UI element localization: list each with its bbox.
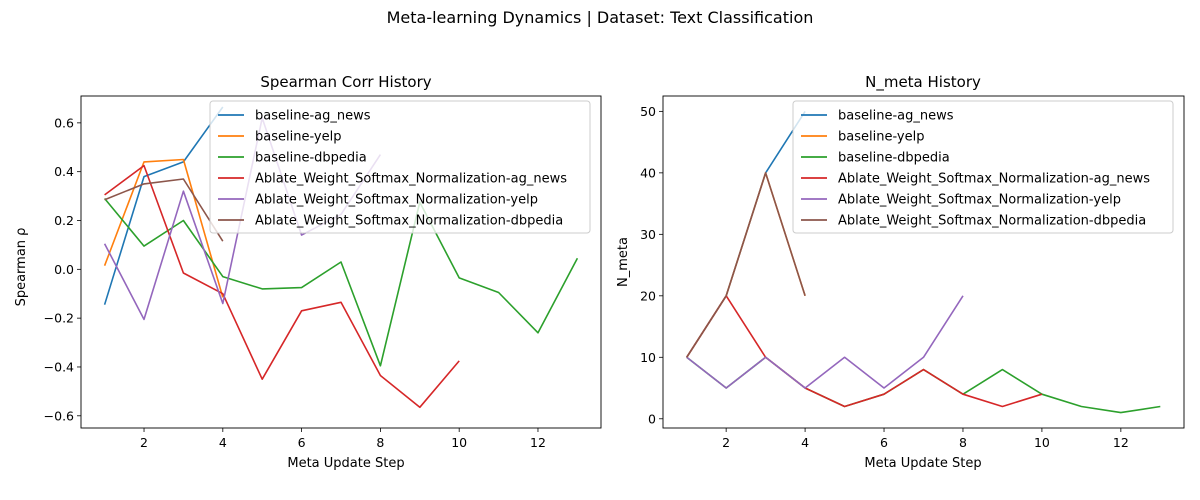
spearman-ylabel: Spearman ρ: [14, 228, 29, 307]
n-meta-series-line-5: [686, 172, 806, 358]
spearman-series-line-2: [103, 197, 579, 367]
n-meta-ytick-label: 10: [640, 350, 656, 365]
n-meta-xtick-label: 12: [1113, 435, 1129, 450]
spearman-panel: Spearman Corr History Meta Update Step S…: [14, 73, 602, 471]
n-meta-ytick-label: 30: [640, 227, 656, 242]
n-meta-ylabel: N_meta: [616, 237, 631, 287]
spearman-xtick-label: 8: [376, 435, 384, 450]
n-meta-legend: baseline-ag_news baseline-yelp baseline-db…: [792, 100, 1174, 234]
spearman-legend-label: baseline-yelp: [255, 130, 341, 145]
n-meta-legend-label: Ablate_Weight_Softmax_Normalization-ag_n…: [838, 172, 1150, 187]
n-meta-series-line-4: [686, 295, 964, 389]
spearman-series-line-1: [103, 158, 224, 298]
n-meta-xtick-label: 2: [722, 435, 730, 450]
n-meta-legend-label: baseline-ag_news: [838, 109, 954, 124]
n-meta-panel: N_meta History Meta Update Step N_meta 2…: [616, 73, 1185, 471]
spearman-legend-label: Ablate_Weight_Softmax_Normalization-yelp: [255, 193, 538, 208]
n-meta-legend-label: baseline-dbpedia: [838, 151, 950, 166]
n-meta-xlabel: Meta Update Step: [864, 456, 981, 471]
figure-suptitle: Meta-learning Dynamics | Dataset: Text C…: [387, 8, 814, 27]
spearman-xtick-label: 10: [451, 435, 467, 450]
spearman-xlabel: Meta Update Step: [287, 456, 404, 471]
n-meta-legend-label: baseline-yelp: [838, 130, 924, 145]
n-meta-xtick-label: 8: [959, 435, 967, 450]
spearman-series-line-3: [104, 164, 460, 409]
spearman-ytick-label: −0.6: [44, 408, 74, 423]
spearman-ytick-label: 0.0: [54, 262, 74, 277]
n-meta-xtick-label: 4: [801, 435, 809, 450]
spearman-ytick-label: 0.2: [54, 213, 74, 228]
spearman-xtick-label: 12: [530, 435, 546, 450]
spearman-series-line-0: [103, 106, 224, 305]
spearman-xtick-label: 4: [219, 435, 227, 450]
n-meta-xtick-label: 10: [1034, 435, 1050, 450]
n-meta-legend-label: Ablate_Weight_Softmax_Normalization-yelp: [838, 193, 1121, 208]
spearman-axes-frame: [80, 95, 602, 429]
spearman-series-line-5: [104, 178, 224, 242]
n-meta-title: N_meta History: [865, 73, 981, 92]
n-meta-ytick-label: 20: [640, 288, 656, 303]
n-meta-ytick-label: 40: [640, 165, 656, 180]
spearman-xtick-label: 6: [298, 435, 306, 450]
spearman-title: Spearman Corr History: [260, 73, 431, 91]
spearman-legend-label: baseline-ag_news: [255, 109, 371, 124]
n-meta-ytick-label: 0: [648, 411, 656, 426]
spearman-legend-label: baseline-dbpedia: [255, 151, 367, 166]
n-meta-series-line-3: [686, 294, 1043, 408]
spearman-legend: baseline-ag_news baseline-yelp baseline-db…: [209, 100, 591, 234]
spearman-ytick-label: −0.4: [44, 359, 74, 374]
n-meta-xtick-label: 6: [880, 435, 888, 450]
spearman-legend-label: Ablate_Weight_Softmax_Normalization-dbpe…: [255, 214, 563, 229]
spearman-ytick-label: 0.6: [54, 115, 74, 130]
spearman-xtick-label: 2: [140, 435, 148, 450]
n-meta-legend-frame: [792, 100, 1174, 234]
n-meta-legend-label: Ablate_Weight_Softmax_Normalization-dbpe…: [838, 214, 1146, 229]
spearman-legend-label: Ablate_Weight_Softmax_Normalization-ag_n…: [255, 172, 567, 187]
n-meta-series-line-2: [686, 356, 1161, 414]
spearman-ytick-label: −0.2: [44, 311, 74, 326]
n-meta-ytick-label: 50: [640, 104, 656, 119]
n-meta-axes-frame: [662, 95, 1185, 429]
spearman-legend-frame: [209, 100, 591, 234]
spearman-ytick-label: 0.4: [54, 164, 74, 179]
